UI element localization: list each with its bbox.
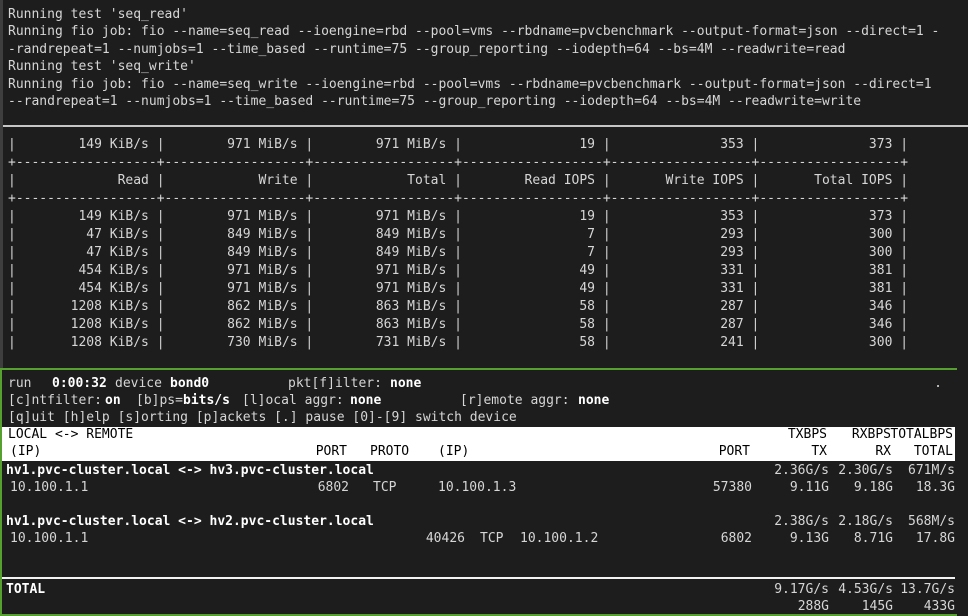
totalbps-value: 568M/s [908,514,955,529]
netmon-keys-line: [q]uit [h]elp [s]orting [p]ackets [.] pa… [2,410,957,427]
connection-row-hosts: hv1.pvc-cluster.local <-> hv3.pvc-cluste… [2,463,957,480]
totalbps-value: 671M/s [908,463,955,478]
fio-table-line: | Read | Write | Total | Read IOPS | Wri… [8,173,909,189]
remote-ip-header: (IP) [438,444,470,459]
rx-total-value: 9.18G [853,480,893,495]
cntfilter-label: [c]ntfilter: [8,393,102,408]
local-ip: 10.100.1.1 [10,480,89,495]
host-pair: hv1.pvc-cluster.local <-> hv2.pvc-cluste… [6,514,374,529]
total-separator [2,577,955,579]
txbps-header: TXBPS [787,427,827,442]
remote-ip: 10.100.1.2 [520,531,599,546]
bps-label: [b]ps= [136,393,183,408]
local-port: 6802 [317,480,349,495]
fio-results-table: | 149 KiB/s | 971 MiB/s | 971 MiB/s | 19… [3,136,968,352]
fio-table-line: | 1208 KiB/s | 862 MiB/s | 863 MiB/s | 5… [8,317,909,333]
log-line: Running fio job: fio --name=seq_read --i… [8,24,940,40]
remote-port-header: PORT [718,444,750,459]
rxbps-value: 2.30G/s [838,463,893,478]
total-label: TOTAL [6,582,46,597]
local-aggr-label: [l]ocal aggr: [242,393,344,408]
total-header: TOTAL [913,444,953,459]
total-rxbps-value: 4.53G/s [838,582,893,597]
total-sum-volume: 433G [923,599,955,614]
fio-table-line: | 454 KiB/s | 971 MiB/s | 971 MiB/s | 49… [8,263,909,279]
pkt-filter-label: pkt[f]ilter: [288,376,382,391]
remote-aggr-label: [r]emote aggr: [460,393,570,408]
tx-total-value: 9.13G [789,531,829,546]
tx-header: TX [811,444,827,459]
keyboard-shortcuts-help: [q]uit [h]elp [s]orting [p]ackets [.] pa… [8,410,517,425]
fio-table-line: | 1208 KiB/s | 730 MiB/s | 731 MiB/s | 5… [8,335,909,351]
run-label: run [8,376,32,391]
connection-row-detail: 10.100.1.1 6802 TCP 10.100.1.3 57380 9.1… [2,480,957,497]
netmon-status-line-2: [c]ntfilter: on [b]ps= bits/s [l]ocal ag… [2,393,957,410]
sum-total-value: 18.3G [915,480,955,495]
fio-benchmark-terminal: --randrepeat=1 --numjobs=1 --time_based … [0,0,968,368]
device-label: device [115,376,162,391]
local-port-header: PORT [315,444,347,459]
clipped-previous-line: --randrepeat=1 --numjobs=1 --time_based … [3,0,968,5]
refresh-indicator-dot: . [934,376,942,391]
cntfilter-value: on [105,393,121,408]
connection-row-hosts: hv1.pvc-cluster.local <-> hv2.pvc-cluste… [2,514,957,531]
log-line: Running test 'seq_write' [8,59,196,75]
log-line: --randrepeat=1 --numjobs=1 --time_based … [8,93,862,109]
device-value: bond0 [170,376,210,391]
tx-total-value: 9.11G [789,480,829,495]
local-aggr-value: none [350,393,382,408]
header-row-2: (IP) PORT PROTO (IP) PORT TX RX TOTAL [2,444,955,461]
remote-aggr-value: none [578,393,610,408]
fio-table-line: +------------------+------------------+-… [8,191,909,207]
remote-ip: 10.100.1.3 [438,480,517,495]
netmon-status-line-1: run 0:00:32 device bond0 pkt[f]ilter: no… [2,376,957,393]
connection-row-detail: 10.100.1.1 40426 TCP 10.100.1.2 6802 9.1… [2,531,957,548]
totalbps-header: TOTALBPS [890,427,953,442]
protocol: TCP [480,531,504,546]
runtime-value: 0:00:32 [52,376,107,391]
local-remote-header: LOCAL <-> REMOTE [8,427,134,442]
remote-port: 6802 [720,531,752,546]
txbps-value: 2.36G/s [774,463,829,478]
fio-table-line: | 149 KiB/s | 971 MiB/s | 971 MiB/s | 19… [8,209,909,225]
log-line: Running test 'seq_read' [8,7,189,22]
header-row-1: LOCAL <-> REMOTE TXBPS RXBPS TOTALBPS [2,427,955,444]
horizontal-separator [3,125,968,128]
pkt-filter-value: none [390,376,422,391]
rx-total-value: 8.71G [853,531,893,546]
host-pair: hv1.pvc-cluster.local <-> hv3.pvc-cluste… [6,463,374,478]
proto-header: PROTO [370,444,410,459]
fio-table-line: | 1208 KiB/s | 862 MiB/s | 863 MiB/s | 5… [8,299,909,315]
fio-table-line: | 149 KiB/s | 971 MiB/s | 971 MiB/s | 19… [8,137,909,153]
local-ip-header: (IP) [10,444,42,459]
fio-table-line: +------------------+------------------+-… [8,155,909,171]
network-monitor-pane: run 0:00:32 device bond0 pkt[f]ilter: no… [0,368,957,616]
sum-total-value: 17.8G [915,531,955,546]
fio-table-line: | 47 KiB/s | 849 MiB/s | 849 MiB/s | 7 |… [8,245,909,261]
protocol: TCP [373,480,397,495]
fio-table-line: | 454 KiB/s | 971 MiB/s | 971 MiB/s | 49… [8,281,909,297]
log-line: Running fio job: fio --name=seq_write --… [8,76,932,92]
netmon-column-header-bar: LOCAL <-> REMOTE TXBPS RXBPS TOTALBPS (I… [2,427,955,461]
fio-log: Running test 'seq_read' Running fio job:… [3,5,968,110]
local-ip: 10.100.1.1 [10,531,89,546]
total-row-volumes: 288G 145G 433G [2,599,957,616]
log-line: -randrepeat=1 --numjobs=1 --time_based -… [8,41,846,57]
rxbps-value: 2.18G/s [838,514,893,529]
total-totalbps-value: 13.7G/s [900,582,955,597]
fio-table-line: | 47 KiB/s | 849 MiB/s | 849 MiB/s | 7 |… [8,227,909,243]
total-tx-volume: 288G [797,599,829,614]
txbps-value: 2.38G/s [774,514,829,529]
bps-value: bits/s [183,393,230,408]
total-row-rates: TOTAL 9.17G/s 4.53G/s 13.7G/s [2,582,957,599]
total-txbps-value: 9.17G/s [774,582,829,597]
remote-port: 57380 [712,480,752,495]
total-rx-volume: 145G [861,599,893,614]
rxbps-header: RXBPS [851,427,891,442]
rx-header: RX [875,444,891,459]
local-port: 40426 [425,531,465,546]
